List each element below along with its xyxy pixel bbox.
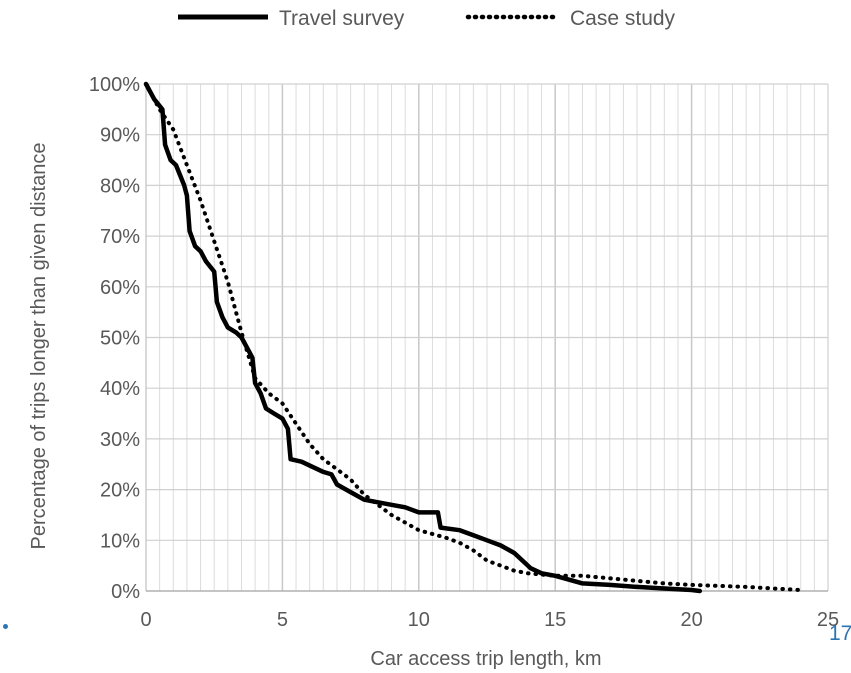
y-axis-title: Percentage of trips longer than given di… xyxy=(28,143,50,550)
y-tick-label: 40% xyxy=(100,378,140,400)
x-tick-label: 20 xyxy=(680,609,702,631)
y-tick-label: 90% xyxy=(100,125,140,147)
x-tick-label: 10 xyxy=(408,609,430,631)
y-tick-label: 0% xyxy=(111,581,140,603)
plot-area xyxy=(145,83,829,592)
x-axis-title: Car access trip length, km xyxy=(370,648,601,670)
x-tick-label: 5 xyxy=(277,609,288,631)
x-tick-label: 15 xyxy=(544,609,566,631)
y-tick-label: 60% xyxy=(100,277,140,299)
slide-number: 17 xyxy=(829,622,851,645)
x-tick-label: 25 xyxy=(817,609,839,631)
y-tick-label: 50% xyxy=(100,328,140,350)
series-line-travel-survey xyxy=(143,81,703,594)
y-tick-label: 20% xyxy=(100,480,140,502)
legend-label-travel-survey: Travel survey xyxy=(279,7,405,30)
legend: Travel survey Case study xyxy=(178,7,676,30)
x-tick-label: 0 xyxy=(140,609,151,631)
y-tick-label: 80% xyxy=(100,175,140,197)
x-axis-ticks: 0 5 10 15 20 25 xyxy=(140,609,839,631)
series-layer xyxy=(143,81,803,594)
y-tick-label: 10% xyxy=(100,530,140,552)
bullet-dot xyxy=(3,624,8,629)
y-tick-label: 100% xyxy=(89,74,140,96)
series-line-case-study xyxy=(144,82,803,592)
y-tick-label: 70% xyxy=(100,226,140,248)
legend-label-case-study: Case study xyxy=(570,7,676,30)
y-tick-label: 30% xyxy=(100,429,140,451)
grid xyxy=(146,84,828,591)
y-axis-ticks: 0% 10% 20% 30% 40% 50% 60% 70% 80% 90% 100% xyxy=(89,74,140,603)
